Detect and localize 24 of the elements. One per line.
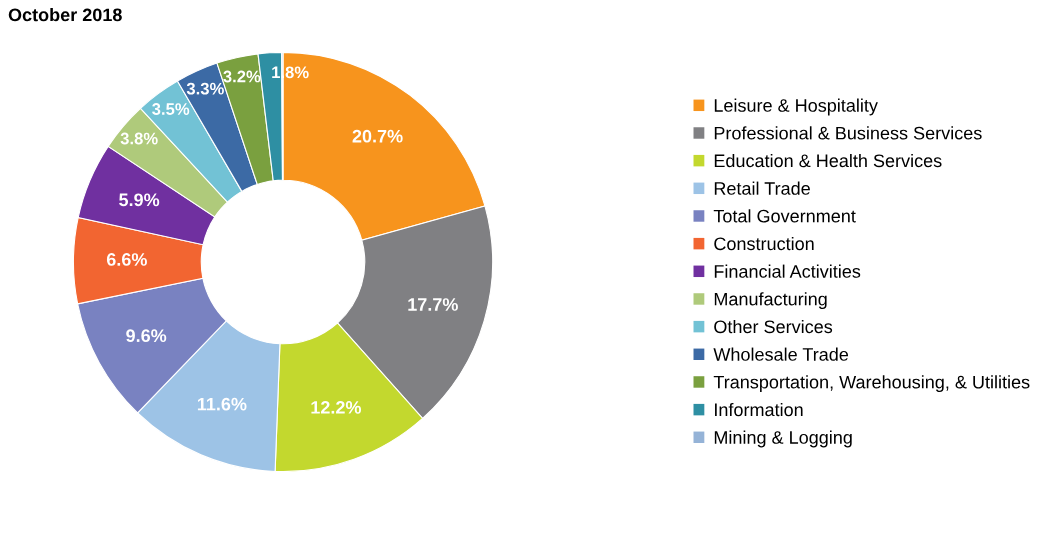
legend-label: Information	[715, 402, 803, 417]
legend-label: Retail Trade	[714, 181, 810, 195]
legend-label: Transportation, Warehousing, & Utilities	[713, 375, 1030, 393]
data-label: 3.3%	[186, 82, 224, 95]
legend-label: Construction	[714, 236, 814, 251]
data-label: 12.2%	[311, 400, 362, 414]
legend-label: Leisure & Hospitality	[714, 98, 878, 116]
data-label: 11.6%	[197, 397, 247, 411]
legend-label: Financial Activities	[714, 264, 861, 278]
legend-label: Other Services	[714, 319, 833, 334]
legend-label: Total Government	[713, 209, 856, 223]
legend-label: Professional & Business Services	[714, 126, 982, 140]
legend-label: Education & Health Services	[714, 153, 942, 168]
chart-title: October 2018	[8, 8, 122, 22]
legend-label: Manufacturing	[714, 292, 827, 310]
data-label: 5.9%	[119, 193, 160, 207]
data-label: 17.7%	[408, 298, 458, 311]
legend-label: Mining & Logging	[714, 430, 852, 448]
data-label: 9.6%	[126, 329, 167, 343]
data-label: 6.6%	[106, 253, 147, 266]
legend-label: Wholesale Trade	[713, 347, 849, 361]
data-label: 3.8%	[120, 132, 158, 145]
data-label: 3.5%	[152, 103, 190, 115]
data-label: 20.7%	[352, 129, 403, 143]
